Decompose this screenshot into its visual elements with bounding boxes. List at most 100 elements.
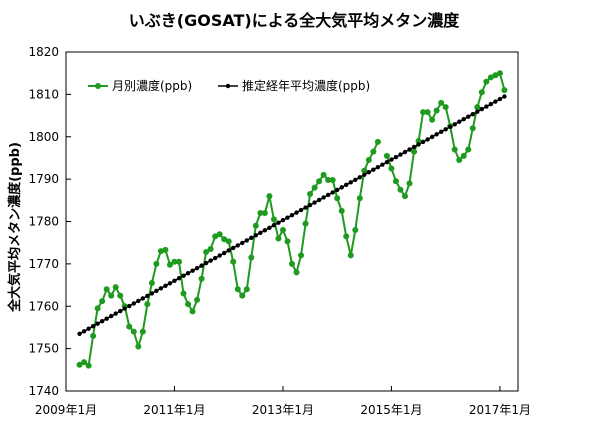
data-point-monthly bbox=[76, 361, 83, 368]
data-point-trend bbox=[425, 137, 430, 142]
data-point-monthly bbox=[112, 284, 119, 291]
data-point-trend bbox=[398, 152, 403, 157]
data-point-monthly bbox=[397, 186, 404, 193]
data-point-monthly bbox=[320, 171, 327, 178]
legend-marker-trend bbox=[225, 83, 231, 89]
x-tick-label: 2015年1月 bbox=[360, 403, 422, 417]
data-point-trend bbox=[149, 291, 155, 296]
data-point-monthly bbox=[148, 279, 155, 286]
y-tick-label: 1790 bbox=[28, 172, 59, 186]
data-point-trend bbox=[172, 278, 177, 283]
data-point-monthly bbox=[266, 193, 273, 200]
data-point-monthly bbox=[347, 252, 354, 259]
data-point-monthly bbox=[406, 180, 413, 187]
y-tick-label: 1740 bbox=[28, 384, 59, 398]
data-point-trend bbox=[235, 243, 240, 248]
data-point-monthly bbox=[230, 258, 237, 265]
data-point-trend bbox=[407, 147, 412, 152]
data-point-monthly bbox=[261, 210, 268, 217]
series-line-monthly bbox=[385, 71, 506, 199]
data-point-trend bbox=[212, 255, 218, 261]
data-point-trend bbox=[140, 296, 146, 301]
data-point-monthly bbox=[433, 107, 440, 114]
data-point-trend bbox=[294, 210, 299, 215]
data-point-monthly bbox=[343, 233, 350, 240]
data-point-monthly bbox=[103, 286, 110, 293]
data-point-monthly bbox=[216, 231, 223, 238]
data-point-trend bbox=[353, 177, 358, 183]
data-point-monthly bbox=[438, 99, 445, 106]
data-point-monthly bbox=[329, 176, 336, 183]
data-point-monthly bbox=[126, 323, 133, 330]
data-point-trend bbox=[366, 170, 372, 175]
data-point-trend bbox=[208, 258, 213, 263]
y-tick-label: 1770 bbox=[28, 257, 59, 271]
data-point-trend bbox=[502, 94, 507, 99]
data-point-monthly bbox=[248, 254, 255, 261]
data-point-trend bbox=[384, 159, 390, 165]
data-point-monthly bbox=[221, 236, 228, 243]
data-point-trend bbox=[280, 217, 286, 223]
data-point-monthly bbox=[460, 152, 467, 159]
x-tick-label: 2013年1月 bbox=[252, 403, 314, 417]
data-point-monthly bbox=[365, 157, 372, 164]
data-point-trend bbox=[154, 288, 159, 294]
data-point-monthly bbox=[284, 238, 291, 245]
data-point-trend bbox=[262, 228, 268, 233]
data-point-monthly bbox=[411, 148, 418, 155]
data-point-monthly bbox=[293, 269, 300, 276]
data-point-trend bbox=[285, 215, 290, 220]
data-point-trend bbox=[380, 162, 385, 167]
data-point-trend bbox=[231, 245, 236, 251]
data-point-trend bbox=[330, 190, 335, 195]
x-tick-label: 2017年1月 bbox=[469, 403, 531, 417]
data-point-trend bbox=[276, 220, 281, 225]
data-point-trend bbox=[438, 129, 444, 135]
data-point-monthly bbox=[478, 89, 485, 96]
data-point-monthly bbox=[139, 328, 146, 335]
data-point-trend bbox=[77, 331, 82, 336]
data-point-monthly bbox=[257, 210, 264, 217]
data-point-trend bbox=[271, 223, 277, 228]
data-point-trend bbox=[258, 230, 263, 236]
axes: 1740 1750 1760 1770 1780 1790 1800 1810 1820 2009… bbox=[28, 45, 531, 417]
data-point-trend bbox=[217, 253, 222, 258]
data-point-monthly bbox=[176, 258, 182, 265]
data-point-trend bbox=[90, 324, 96, 329]
data-point-monthly bbox=[144, 301, 151, 308]
data-point-monthly bbox=[166, 261, 173, 268]
chart-title: いぶき(GOSAT)による全大気平均メタン濃度 bbox=[129, 11, 460, 30]
data-point-trend bbox=[339, 185, 344, 190]
data-point-trend bbox=[348, 180, 353, 185]
data-point-trend bbox=[493, 99, 498, 104]
legend-label-trend: 推定経年平均濃度(ppb) bbox=[242, 78, 370, 93]
data-point-trend bbox=[357, 175, 362, 180]
y-tick-label: 1780 bbox=[28, 215, 59, 229]
data-point-monthly bbox=[185, 301, 192, 308]
data-point-monthly bbox=[171, 258, 178, 265]
data-point-trend bbox=[81, 329, 87, 334]
data-point-monthly bbox=[307, 190, 314, 197]
data-point-monthly bbox=[157, 248, 164, 255]
data-point-monthly bbox=[99, 298, 106, 305]
data-point-trend bbox=[190, 268, 195, 273]
data-point-monthly bbox=[180, 290, 187, 297]
data-point-monthly bbox=[207, 246, 214, 253]
data-point-trend bbox=[253, 233, 259, 238]
legend-marker-monthly bbox=[95, 83, 101, 89]
data-point-monthly bbox=[270, 216, 277, 223]
data-point-trend bbox=[416, 142, 421, 147]
data-point-trend bbox=[307, 202, 313, 208]
data-point-monthly bbox=[298, 252, 305, 259]
data-point-trend bbox=[203, 260, 209, 266]
data-point-trend bbox=[429, 134, 435, 140]
series-points bbox=[76, 70, 508, 369]
data-point-trend bbox=[470, 111, 475, 117]
data-point-trend bbox=[185, 271, 191, 276]
legend-label-monthly: 月別濃度(ppb) bbox=[112, 78, 192, 93]
data-point-trend bbox=[452, 122, 457, 127]
data-point-trend bbox=[316, 197, 322, 203]
data-point-trend bbox=[321, 195, 326, 200]
data-point-monthly bbox=[361, 167, 368, 174]
data-point-trend bbox=[127, 303, 132, 309]
